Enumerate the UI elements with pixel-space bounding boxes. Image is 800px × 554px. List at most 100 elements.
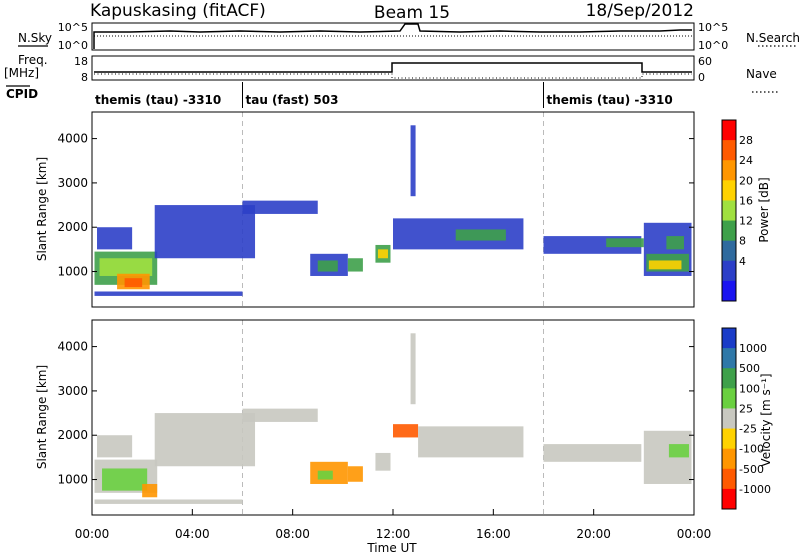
- colorbar-tick-label: 4: [739, 255, 746, 268]
- velocity-colorbar: 1000 500 100 25 -25 -100 -500 -1000: [721, 327, 771, 510]
- y-tick-label: 2000: [57, 220, 88, 234]
- x-tick-label: 16:00: [476, 527, 511, 541]
- x-tick-label: 04:00: [175, 527, 210, 541]
- colorbar-tick-label: 25: [739, 402, 753, 415]
- scatter-region: [124, 278, 143, 288]
- scatter-region: [648, 260, 682, 270]
- cpid-label: CPID: [6, 87, 38, 101]
- power-panel: 1000 2000 3000 4000 Slant Range [km] 28 24 20…: [35, 111, 771, 308]
- nsky-label: N.Sky: [18, 31, 52, 45]
- velocity-marks: [94, 320, 692, 515]
- colorbar-swatch: [722, 448, 736, 470]
- colorbar-tick-label: 28: [739, 134, 753, 147]
- scatter-region: [666, 236, 684, 250]
- colorbar-frame: [721, 119, 737, 302]
- colorbar-tick-label: 16: [739, 194, 753, 207]
- scatter-region: [375, 452, 391, 471]
- scatter-region: [97, 227, 133, 250]
- scatter-region: [455, 229, 506, 241]
- power-marks: [94, 112, 692, 307]
- nsearch-label: N.Search: [746, 31, 800, 45]
- colorbar-tick-label: 20: [739, 174, 753, 187]
- colorbar-tick-label: 8: [739, 235, 746, 248]
- freq-tick-high: 18: [74, 55, 88, 68]
- scatter-region: [317, 260, 338, 272]
- colorbar-tick-label: 1000: [739, 342, 767, 355]
- noise-panel: N.Sky N.Search 10^5 10^0 10^5 10^0: [18, 21, 800, 52]
- scatter-region: [242, 408, 318, 422]
- y-tick-label: 4000: [57, 132, 88, 146]
- y-tick-label: 1000: [57, 473, 88, 487]
- velocity-panel: 1000 2000 3000 4000 Slant Range [km] 1000 50…: [35, 319, 773, 516]
- cpid-segments: themis (tau) -3310 tau (fast) 503 themis (…: [95, 82, 673, 108]
- freq-unit: [MHz]: [4, 66, 39, 80]
- cpid-segment-label: themis (tau) -3310: [95, 93, 221, 107]
- colorbar-swatch: [722, 368, 736, 389]
- colorbar-tick-label: 100: [739, 382, 760, 395]
- y-tick-label: 2000: [57, 428, 88, 442]
- scatter-region: [154, 205, 256, 259]
- y-tick-label: 3000: [57, 176, 88, 190]
- colorbar-swatch: [722, 120, 736, 141]
- y-tick-label: 1000: [57, 265, 88, 279]
- power-ylabel: Slant Range [km]: [35, 157, 49, 261]
- colorbar-swatch: [722, 200, 736, 222]
- scatter-region: [142, 483, 158, 498]
- colorbar-tick-label: 500: [739, 362, 760, 375]
- colorbar-tick-label: 12: [739, 215, 753, 228]
- freq-trace: [94, 62, 692, 73]
- freq-panel: Freq. [MHz] 18 8 60 0 Nave: [4, 53, 780, 93]
- colorbar-swatch: [722, 240, 736, 262]
- noise-sky-trace: [93, 23, 692, 49]
- noise-tick-low-left: 10^0: [58, 39, 88, 52]
- colorbar-swatch: [722, 180, 736, 201]
- colorbar-tick-label: -1000: [739, 483, 771, 496]
- colorbar-tick-label: -25: [739, 423, 757, 436]
- colorbar-swatch: [722, 140, 736, 161]
- noise-tick-high-left: 10^5: [58, 21, 88, 34]
- x-tick-label: 08:00: [275, 527, 310, 541]
- scatter-region: [242, 200, 318, 214]
- x-tick-label: 12:00: [376, 527, 411, 541]
- x-tick-label: 00:00: [677, 527, 712, 541]
- freq-tick-low: 8: [81, 71, 88, 84]
- cpid-segment-label: themis (tau) -3310: [547, 93, 673, 107]
- scatter-region: [393, 424, 419, 438]
- colorbar-swatch: [722, 428, 736, 450]
- scatter-region: [410, 333, 416, 405]
- scatter-region: [94, 291, 243, 296]
- power-colorbar: 28 24 20 16 12 8 4: [721, 119, 753, 302]
- scatter-region: [377, 249, 388, 259]
- date-title: 18/Sep/2012: [586, 1, 694, 21]
- freq-label: Freq.: [18, 53, 48, 67]
- station-title: Kapuskasing (fitACF): [90, 1, 266, 21]
- power-y-ticks: 1000 2000 3000 4000: [57, 132, 694, 279]
- velocity-ylabel: Slant Range [km]: [35, 365, 49, 469]
- y-tick-label: 4000: [57, 340, 88, 354]
- colorbar-swatch: [722, 408, 736, 430]
- velocity-y-ticks: 1000 2000 3000 4000: [57, 340, 694, 487]
- y-tick-label: 3000: [57, 384, 88, 398]
- x-tick-label: 00:00: [75, 527, 110, 541]
- nave-trace: [94, 73, 692, 79]
- colorbar-frame: [721, 327, 737, 510]
- scatter-region: [99, 258, 153, 276]
- cpid-panel: CPID themis (tau) -3310 tau (fast) 503 the…: [6, 82, 673, 108]
- scatter-region: [347, 466, 363, 482]
- noise-tick-high-right: 10^5: [698, 21, 728, 34]
- scatter-region: [102, 468, 148, 491]
- cpid-segment-label: tau (fast) 503: [246, 93, 339, 107]
- beam-title: Beam 15: [374, 3, 450, 23]
- colorbar-swatch: [722, 260, 736, 282]
- colorbar-tick-label: -500: [739, 463, 764, 476]
- noise-tick-low-right: 10^0: [698, 39, 728, 52]
- x-axis-ticks: 00:00 04:00 08:00 12:00 16:00 20:00 00:00: [75, 509, 712, 541]
- scatter-region: [410, 125, 416, 197]
- scatter-region: [347, 258, 363, 272]
- x-tick-label: 20:00: [576, 527, 611, 541]
- scatter-region: [543, 444, 642, 462]
- colorbar-swatch: [722, 220, 736, 242]
- velocity-cbar-label: Velocity [m s⁻¹]: [759, 373, 773, 466]
- nave-tick-high: 60: [698, 55, 712, 68]
- colorbar-tick-label: -100: [739, 443, 764, 456]
